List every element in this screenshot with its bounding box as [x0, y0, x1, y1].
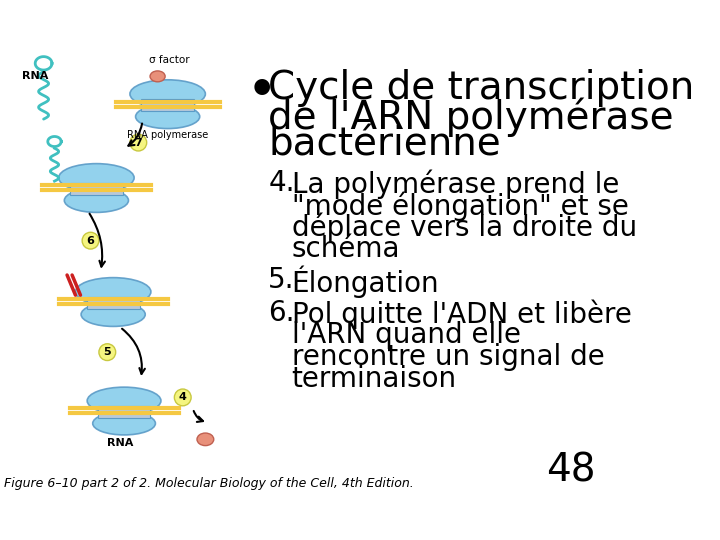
- Text: 5.: 5.: [269, 266, 294, 294]
- Circle shape: [130, 134, 147, 151]
- Text: •: •: [247, 69, 276, 112]
- Text: 6: 6: [86, 235, 94, 246]
- Text: 7: 7: [135, 138, 142, 147]
- Text: rencontre un signal de: rencontre un signal de: [292, 343, 605, 371]
- Bar: [98, 406, 150, 417]
- Text: Cycle de transcription: Cycle de transcription: [269, 69, 695, 107]
- Text: 4: 4: [179, 393, 186, 402]
- Ellipse shape: [64, 188, 128, 212]
- Ellipse shape: [150, 71, 165, 82]
- Circle shape: [174, 389, 191, 406]
- Text: Élongation: Élongation: [292, 266, 439, 298]
- Text: déplace vers la droite du: déplace vers la droite du: [292, 213, 637, 242]
- Text: 48: 48: [546, 451, 595, 490]
- Text: de l'ARN polymérase: de l'ARN polymérase: [269, 97, 674, 137]
- Text: Figure 6–10 part 2 of 2. Molecular Biology of the Cell, 4th Edition.: Figure 6–10 part 2 of 2. Molecular Biolo…: [4, 477, 414, 490]
- Text: terminaison: terminaison: [292, 364, 457, 393]
- Circle shape: [99, 344, 116, 361]
- Text: 5: 5: [104, 347, 111, 357]
- Text: "mode élongation" et se: "mode élongation" et se: [292, 191, 629, 221]
- Bar: [87, 297, 140, 308]
- Text: σ factor: σ factor: [149, 55, 189, 65]
- Bar: [70, 183, 123, 194]
- Ellipse shape: [197, 433, 214, 446]
- Text: RNA: RNA: [107, 438, 133, 449]
- Ellipse shape: [130, 80, 205, 108]
- Ellipse shape: [93, 412, 156, 435]
- Text: bactérienne: bactérienne: [269, 126, 501, 164]
- Text: schéma: schéma: [292, 235, 400, 263]
- Ellipse shape: [81, 302, 145, 326]
- Text: l'ARN quand elle: l'ARN quand elle: [292, 321, 521, 349]
- Circle shape: [82, 232, 99, 249]
- Text: 4.: 4.: [269, 170, 294, 198]
- Text: 6.: 6.: [269, 299, 294, 327]
- Text: RNA polymerase: RNA polymerase: [127, 130, 208, 140]
- Text: Pol quitte l'ADN et libère: Pol quitte l'ADN et libère: [292, 299, 631, 329]
- Ellipse shape: [76, 278, 151, 306]
- Bar: [141, 99, 194, 111]
- Ellipse shape: [135, 105, 199, 129]
- Text: RNA: RNA: [22, 71, 48, 80]
- Ellipse shape: [58, 164, 134, 192]
- Text: La polymérase prend le: La polymérase prend le: [292, 170, 619, 199]
- Ellipse shape: [87, 387, 161, 414]
